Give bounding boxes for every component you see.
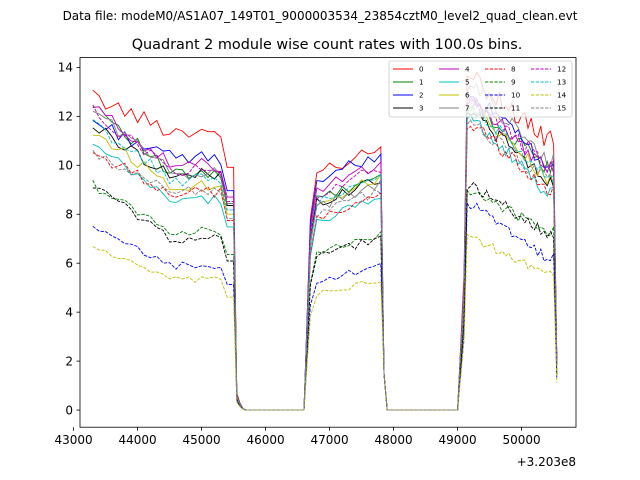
series-line-12	[92, 96, 558, 411]
legend-label-0: 0	[419, 65, 424, 74]
series-line-11	[92, 181, 558, 411]
y-tick-label: 2	[65, 354, 73, 368]
series-line-15	[92, 119, 558, 411]
series-line-9	[92, 180, 558, 411]
legend-label-9: 9	[511, 78, 516, 87]
x-tick-label: 44000	[119, 433, 157, 447]
x-tick-label: 48000	[375, 433, 413, 447]
legend-label-13: 13	[557, 78, 566, 87]
legend-label-2: 2	[419, 91, 424, 100]
series-layer	[92, 71, 558, 411]
file-suptitle: Data file: modeM0/AS1A07_149T01_90000035…	[63, 9, 578, 23]
x-tick-label: 47000	[311, 433, 349, 447]
x-tick-label: 50000	[503, 433, 541, 447]
series-line-2	[92, 92, 558, 411]
x-tick-label: 43000	[55, 433, 93, 447]
series-line-8	[92, 125, 558, 411]
series-line-13	[92, 105, 558, 411]
x-tick-label: 45000	[183, 433, 221, 447]
chart-title: Quadrant 2 module wise count rates with …	[132, 37, 523, 53]
x-tick-label: 49000	[439, 433, 477, 447]
legend-label-7: 7	[465, 104, 470, 113]
y-tick-label: 8	[65, 208, 73, 222]
legend-label-4: 4	[465, 65, 470, 74]
x-offset-label: +3.203e8	[517, 455, 576, 469]
y-tick-label: 6	[65, 257, 73, 271]
y-tick-label: 10	[58, 159, 73, 173]
legend-label-10: 10	[511, 91, 521, 100]
legend-label-8: 8	[511, 65, 516, 74]
y-tick-label: 0	[65, 403, 73, 417]
series-line-10	[92, 201, 558, 411]
plot-frame	[79, 57, 577, 428]
legend-label-11: 11	[511, 104, 520, 113]
legend-label-1: 1	[419, 78, 424, 87]
y-tick-label: 4	[65, 305, 73, 319]
legend-label-6: 6	[465, 91, 470, 100]
axis-layer: 43000 44000 45000 46000 47000 48000 49000 50000…	[55, 61, 541, 448]
plot-area	[80, 57, 576, 428]
y-tick-label: 14	[58, 61, 73, 75]
legend-label-12: 12	[557, 65, 566, 74]
x-tick-label: 46000	[247, 433, 285, 447]
legend-label-5: 5	[465, 78, 470, 87]
legend-label-15: 15	[557, 104, 566, 113]
y-tick-label: 12	[58, 110, 73, 124]
series-line-7	[92, 82, 558, 411]
legend-label-14: 14	[557, 91, 567, 100]
series-line-14	[92, 233, 558, 411]
legend-frame	[388, 60, 573, 118]
legend-label-3: 3	[419, 104, 424, 113]
